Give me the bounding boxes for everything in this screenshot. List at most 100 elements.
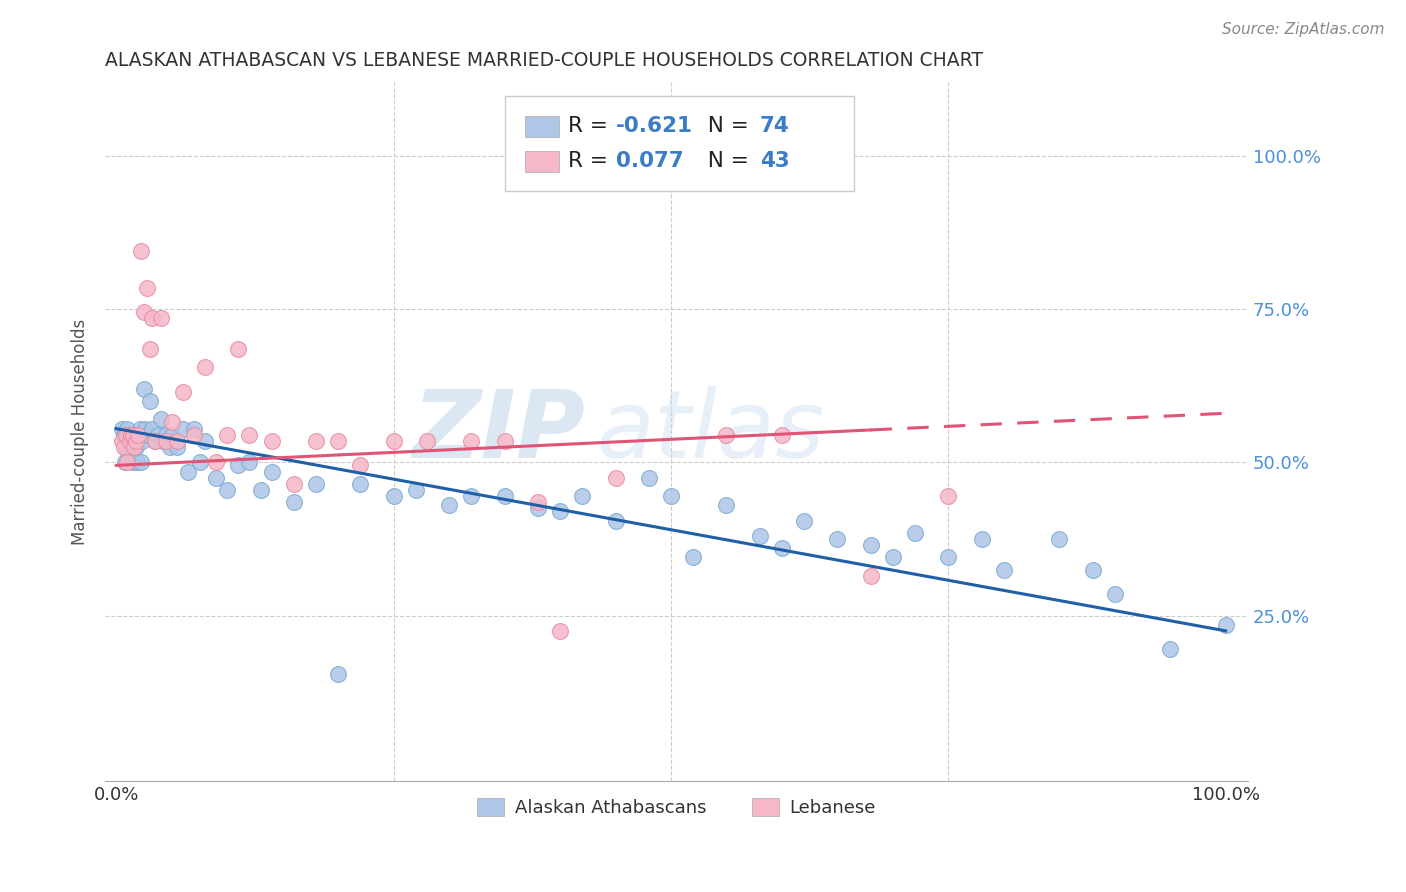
Point [166, 434, 188, 448]
Point [936, 489, 959, 503]
Point [1081, 563, 1104, 577]
Text: ALASKAN ATHABASCAN VS LEBANESE MARRIED-COUPLE HOUSEHOLDS CORRELATION CHART: ALASKAN ATHABASCAN VS LEBANESE MARRIED-C… [105, 51, 983, 70]
Point [328, 434, 350, 448]
Point [228, 458, 250, 473]
Point [118, 434, 141, 448]
Point [716, 427, 738, 442]
Point [129, 455, 152, 469]
Point [770, 541, 793, 555]
Point [882, 550, 904, 565]
Point [111, 422, 134, 436]
Point [217, 427, 239, 442]
Point [177, 465, 200, 479]
Point [141, 311, 163, 326]
Point [405, 483, 427, 497]
Point [970, 532, 993, 546]
Point [118, 427, 141, 442]
Point [117, 422, 139, 436]
Point [349, 476, 371, 491]
Text: 0.077: 0.077 [616, 152, 683, 171]
Point [238, 455, 260, 469]
Point [188, 455, 211, 469]
Point [128, 427, 150, 442]
Point [283, 476, 305, 491]
Point [217, 483, 239, 497]
Text: Source: ZipAtlas.com: Source: ZipAtlas.com [1222, 22, 1385, 37]
Point [194, 434, 217, 448]
Point [141, 422, 163, 436]
Point [382, 434, 405, 448]
Point [682, 550, 704, 565]
Point [904, 525, 927, 540]
Point [131, 434, 153, 448]
Point [770, 427, 793, 442]
Point [160, 416, 183, 430]
Point [183, 422, 205, 436]
Point [249, 483, 271, 497]
Point [148, 427, 170, 442]
Point [936, 550, 959, 565]
Point [136, 280, 159, 294]
Point [494, 489, 516, 503]
Point [138, 342, 160, 356]
FancyBboxPatch shape [524, 116, 558, 136]
Point [124, 427, 146, 442]
Text: 74: 74 [759, 116, 790, 136]
Point [120, 449, 142, 463]
Point [716, 498, 738, 512]
Point [659, 489, 682, 503]
Point [793, 514, 815, 528]
Point [122, 434, 145, 448]
Point [205, 470, 228, 484]
Text: N =: N = [693, 152, 755, 171]
Point [605, 470, 627, 484]
FancyBboxPatch shape [524, 151, 558, 172]
FancyBboxPatch shape [505, 96, 853, 191]
Point [238, 427, 260, 442]
Point [155, 434, 177, 448]
Point [136, 427, 159, 442]
Point [548, 504, 571, 518]
Point [132, 305, 155, 319]
Point [115, 427, 138, 442]
Point [283, 495, 305, 509]
Point [122, 434, 145, 448]
Point [127, 455, 149, 469]
Point [134, 422, 156, 436]
Point [152, 434, 174, 448]
Text: ZIP: ZIP [412, 385, 585, 478]
Point [859, 568, 882, 582]
Point [859, 538, 882, 552]
Point [117, 443, 139, 458]
Point [305, 476, 328, 491]
Point [260, 434, 283, 448]
Point [228, 342, 250, 356]
Point [328, 666, 350, 681]
Point [748, 529, 770, 543]
Point [494, 434, 516, 448]
Point [527, 501, 550, 516]
Point [125, 434, 148, 448]
Point [527, 495, 550, 509]
Point [827, 532, 849, 546]
Point [129, 244, 152, 258]
Point [149, 412, 172, 426]
Point [183, 427, 205, 442]
Legend: Alaskan Athabascans, Lebanese: Alaskan Athabascans, Lebanese [470, 790, 883, 824]
Point [1047, 532, 1070, 546]
Point [460, 434, 482, 448]
Point [172, 422, 194, 436]
Point [122, 440, 145, 454]
Point [1159, 642, 1181, 657]
Text: N =: N = [693, 116, 755, 136]
Point [605, 514, 627, 528]
Point [637, 470, 659, 484]
Point [205, 455, 228, 469]
Point [112, 427, 135, 442]
Point [143, 434, 166, 448]
Point [114, 455, 136, 469]
Point [112, 440, 135, 454]
Y-axis label: Married-couple Households: Married-couple Households [72, 318, 89, 545]
Point [128, 422, 150, 436]
Point [172, 384, 194, 399]
